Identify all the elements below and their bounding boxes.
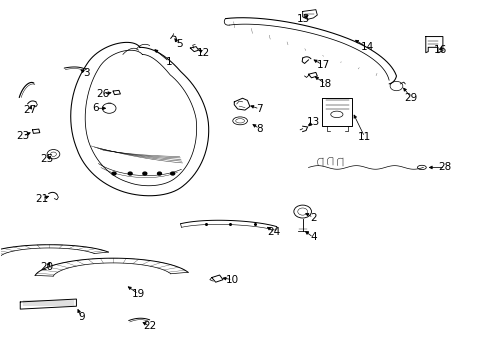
- Text: 20: 20: [41, 262, 54, 272]
- Text: 19: 19: [132, 289, 145, 299]
- Text: 14: 14: [361, 42, 374, 52]
- Circle shape: [171, 172, 174, 175]
- Text: 18: 18: [319, 79, 332, 89]
- Text: 27: 27: [24, 105, 37, 115]
- Circle shape: [112, 172, 116, 175]
- Text: 16: 16: [434, 45, 447, 55]
- Text: 5: 5: [176, 40, 182, 49]
- Circle shape: [143, 172, 147, 175]
- Text: 9: 9: [78, 312, 85, 322]
- Circle shape: [158, 172, 161, 175]
- Text: 4: 4: [310, 232, 317, 242]
- Text: 24: 24: [268, 227, 281, 237]
- Text: 11: 11: [358, 132, 371, 142]
- Text: 22: 22: [143, 321, 156, 331]
- Text: 13: 13: [307, 117, 320, 127]
- Text: 26: 26: [97, 89, 110, 99]
- Text: 8: 8: [256, 124, 263, 134]
- Text: 2: 2: [310, 213, 317, 222]
- Text: 6: 6: [93, 103, 99, 113]
- Text: 29: 29: [405, 93, 418, 103]
- Text: 10: 10: [226, 275, 239, 285]
- Text: 7: 7: [256, 104, 263, 114]
- Text: 12: 12: [197, 48, 210, 58]
- Circle shape: [128, 172, 132, 175]
- Text: 1: 1: [166, 57, 172, 67]
- Text: 23: 23: [16, 131, 29, 141]
- Text: 25: 25: [41, 154, 54, 164]
- Text: 15: 15: [297, 14, 310, 24]
- Text: 3: 3: [83, 68, 90, 78]
- Text: 17: 17: [317, 60, 330, 70]
- Text: 28: 28: [439, 162, 452, 172]
- Text: 21: 21: [36, 194, 49, 204]
